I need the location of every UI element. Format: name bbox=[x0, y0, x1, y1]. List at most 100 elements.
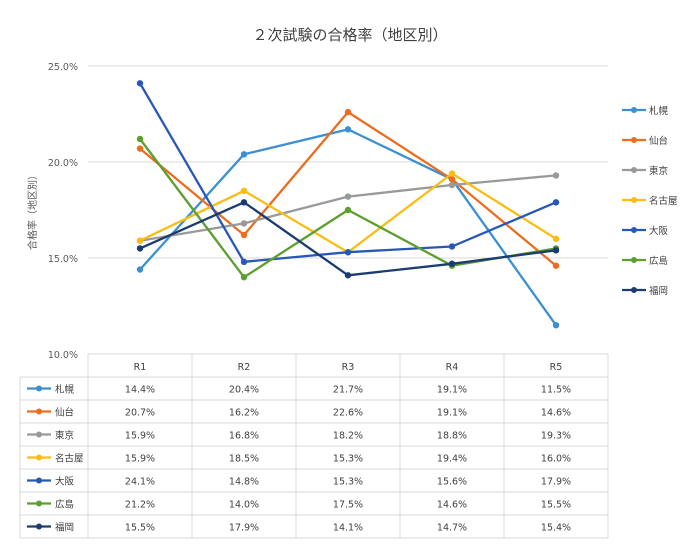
table-cell-value: 15.9% bbox=[125, 431, 155, 442]
table-cell-value: 14.4% bbox=[125, 385, 155, 396]
legend-label: 福岡 bbox=[649, 285, 668, 297]
series-line bbox=[139, 128, 557, 326]
legend-label: 東京 bbox=[649, 165, 668, 177]
table-series-name: 札幌 bbox=[55, 384, 75, 396]
legend-item: 福岡 bbox=[622, 285, 668, 297]
table-cell-value: 18.8% bbox=[437, 431, 467, 442]
table-cell-value: 14.7% bbox=[437, 523, 467, 534]
table-cell-value: 19.4% bbox=[437, 454, 467, 465]
data-point bbox=[240, 187, 248, 194]
series-group bbox=[136, 199, 560, 279]
data-table: R1 R2 R3 R4 R5 札幌 14.4% 20.4% 21.7% 19.1% 11.5% 仙台 2… bbox=[19, 354, 609, 539]
data-point bbox=[344, 193, 352, 200]
table-series-name: 福岡 bbox=[55, 522, 74, 534]
legend-label: 名古屋 bbox=[649, 195, 678, 207]
data-point bbox=[344, 126, 352, 133]
table-cell-value: 15.5% bbox=[541, 500, 571, 511]
table-cell-value: 15.3% bbox=[333, 477, 363, 488]
table-series-name: 仙台 bbox=[55, 407, 74, 419]
legend-item: 広島 bbox=[622, 255, 668, 267]
data-point bbox=[448, 181, 456, 189]
data-point bbox=[240, 151, 248, 158]
chart-title: ２次試験の合格率（地区別） bbox=[252, 26, 447, 44]
data-point bbox=[552, 235, 560, 242]
table-legend-key-marker bbox=[36, 431, 42, 438]
table-cell-value: 14.0% bbox=[229, 500, 259, 511]
table-cell-value: 14.6% bbox=[541, 408, 571, 419]
legend-label: 札幌 bbox=[649, 105, 669, 117]
table-legend-key-marker bbox=[36, 500, 42, 507]
y-axis-label: 合格率（地区別） bbox=[26, 170, 39, 250]
gridlines bbox=[88, 65, 608, 355]
data-point bbox=[448, 243, 456, 250]
y-tick-label: 25.0% bbox=[48, 62, 78, 73]
data-point bbox=[136, 245, 144, 252]
table-cell-value: 15.9% bbox=[125, 454, 155, 465]
table-cell-value: 15.4% bbox=[541, 523, 571, 534]
data-point bbox=[240, 231, 248, 239]
category-label: R1 bbox=[134, 362, 147, 373]
table-cell-value: 21.7% bbox=[333, 385, 363, 396]
legend-key-marker bbox=[631, 197, 637, 203]
data-point bbox=[240, 274, 248, 281]
legend-item: 札幌 bbox=[622, 105, 669, 117]
table-legend-key-marker bbox=[36, 477, 42, 484]
data-point bbox=[448, 260, 456, 267]
table-cell-value: 17.5% bbox=[333, 500, 363, 511]
legend-key-marker bbox=[631, 287, 637, 293]
table-cell-value: 19.1% bbox=[437, 408, 467, 419]
data-point bbox=[552, 262, 560, 269]
table-cell-value: 22.6% bbox=[333, 408, 363, 419]
data-point bbox=[344, 108, 352, 116]
table-cell-value: 15.3% bbox=[333, 454, 363, 465]
table-series-name: 広島 bbox=[55, 499, 74, 511]
table-cell-value: 14.6% bbox=[437, 500, 467, 511]
table-cell-value: 16.0% bbox=[541, 454, 571, 465]
table-cell-value: 18.2% bbox=[333, 431, 363, 442]
table-cell-value: 20.4% bbox=[229, 385, 259, 396]
y-tick-label: 15.0% bbox=[48, 254, 78, 265]
legend-key-marker bbox=[631, 107, 637, 113]
legend-label: 大阪 bbox=[649, 225, 669, 237]
table-cell-value: 15.6% bbox=[437, 477, 467, 488]
data-point bbox=[240, 199, 248, 206]
legend-item: 東京 bbox=[622, 165, 668, 177]
table-series-name: 大阪 bbox=[55, 476, 75, 488]
legend-label: 広島 bbox=[649, 255, 668, 267]
data-point bbox=[136, 145, 144, 152]
legend-key-marker bbox=[631, 137, 637, 143]
data-point bbox=[552, 172, 560, 179]
table-cell-value: 21.2% bbox=[125, 500, 155, 511]
table-legend-key-marker bbox=[36, 523, 42, 530]
data-point bbox=[240, 220, 248, 227]
legend-item: 大阪 bbox=[622, 225, 669, 237]
table-cell-value: 24.1% bbox=[125, 477, 155, 488]
y-tick-label: 10.0% bbox=[48, 350, 78, 361]
data-point bbox=[136, 266, 144, 273]
y-axis-ticks: 25.0% 20.0% 15.0% 10.0% bbox=[48, 62, 78, 361]
series-lines bbox=[136, 80, 560, 329]
table-series-name: 東京 bbox=[55, 430, 74, 442]
table-cell-value: 11.5% bbox=[541, 385, 571, 396]
data-point bbox=[552, 247, 560, 254]
series-group bbox=[136, 108, 560, 269]
data-point bbox=[240, 258, 248, 266]
series-group bbox=[136, 80, 560, 266]
table-cell-value: 15.5% bbox=[125, 523, 155, 534]
legend-key-marker bbox=[631, 257, 637, 263]
data-point bbox=[552, 199, 560, 206]
data-point bbox=[448, 176, 456, 183]
data-point bbox=[344, 206, 352, 214]
table-cell-value: 16.2% bbox=[229, 408, 259, 419]
table-cell-value: 17.9% bbox=[229, 523, 259, 534]
legend-key-marker bbox=[631, 167, 637, 173]
table-cell-value: 16.8% bbox=[229, 431, 259, 442]
table-cell-value: 18.5% bbox=[229, 454, 259, 465]
data-point bbox=[344, 249, 352, 256]
data-point bbox=[136, 237, 144, 244]
legend-item: 仙台 bbox=[622, 135, 668, 147]
data-point bbox=[552, 322, 560, 329]
data-point bbox=[448, 170, 456, 177]
